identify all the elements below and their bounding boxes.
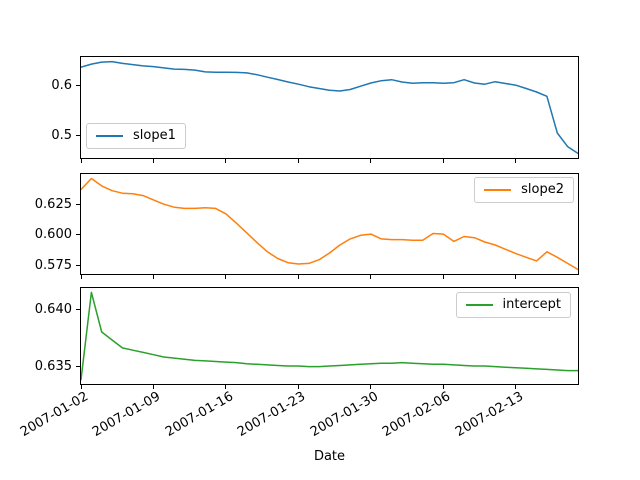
x-tick-mark [370, 385, 372, 389]
legend-intercept: intercept [455, 292, 571, 318]
x-tick-mark [152, 159, 154, 163]
x-tick-mark [515, 159, 517, 163]
x-tick-mark [515, 275, 517, 279]
x-tick-mark [80, 159, 82, 163]
x-tick-mark [515, 385, 517, 389]
x-tick-mark [225, 275, 227, 279]
y-tick-label: 0.6 [51, 77, 72, 93]
intercept-line [81, 291, 578, 381]
slope1-line-svg [81, 60, 578, 155]
intercept-line-svg [81, 291, 578, 381]
x-tick-mark [442, 159, 444, 163]
x-tick-mark [442, 385, 444, 389]
y-tick-mark [76, 365, 80, 367]
x-tick-mark [225, 385, 227, 389]
y-tick-mark [76, 264, 80, 266]
y-tick-mark [76, 234, 80, 236]
y-tick-mark [76, 135, 80, 137]
x-tick-mark [370, 159, 372, 163]
y-tick-label: 0.640 [34, 301, 72, 317]
x-tick-mark [80, 275, 82, 279]
subplot-slope1: slope1 [80, 56, 579, 159]
y-tick-mark [76, 84, 80, 86]
x-tick-mark [297, 275, 299, 279]
x-tick-mark [370, 275, 372, 279]
y-tick-label: 0.5 [51, 128, 72, 144]
legend-label-slope1: slope1 [133, 128, 176, 143]
x-tick-mark [80, 385, 82, 389]
legend-line-sample-slope2 [484, 189, 512, 191]
x-tick-mark [297, 385, 299, 389]
y-tick-label: 0.625 [34, 196, 72, 212]
subplot-slope2: slope2 [80, 173, 579, 275]
legend-slope1: slope1 [86, 123, 186, 149]
x-tick-label: 2007-02-13 [452, 389, 526, 440]
slope2-line-svg [81, 177, 578, 271]
slope2-line [81, 177, 578, 271]
y-tick-label: 0.600 [34, 227, 72, 243]
y-tick-mark [76, 308, 80, 310]
y-tick-label: 0.575 [34, 257, 72, 273]
x-tick-mark [152, 385, 154, 389]
legend-line-sample-intercept [465, 304, 493, 306]
legend-label-intercept: intercept [502, 297, 562, 312]
legend-slope2: slope2 [474, 177, 574, 203]
legend-label-slope2: slope2 [521, 182, 564, 197]
x-tick-mark [225, 159, 227, 163]
x-axis-label: Date [313, 449, 346, 464]
slope1-line [81, 60, 578, 155]
x-tick-mark [297, 159, 299, 163]
x-tick-mark [442, 275, 444, 279]
y-tick-mark [76, 203, 80, 205]
subplot-intercept: intercept [80, 287, 579, 385]
y-tick-label: 0.635 [34, 358, 72, 374]
x-tick-mark [152, 275, 154, 279]
legend-line-sample-slope1 [96, 135, 123, 137]
